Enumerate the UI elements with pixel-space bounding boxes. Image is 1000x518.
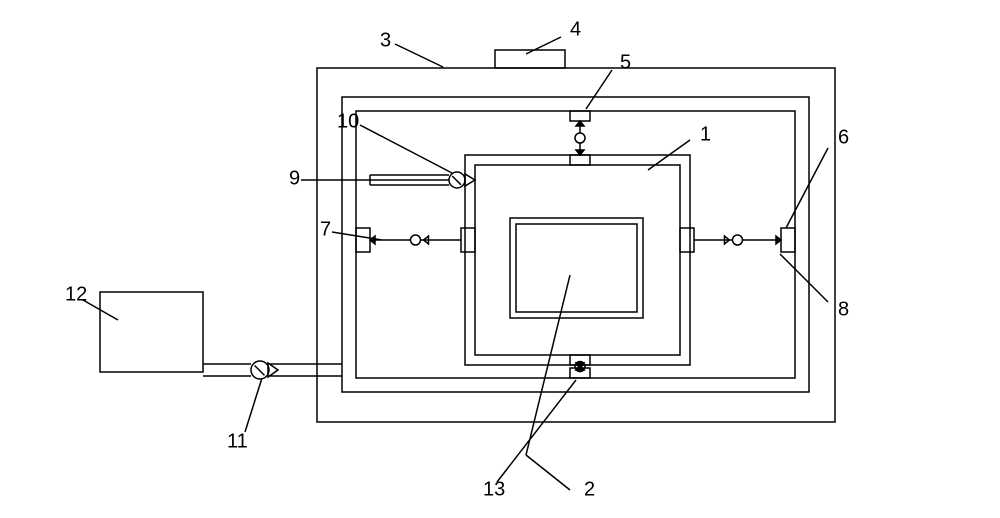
label-8: 8 [838,298,849,320]
label-1: 1 [700,123,711,145]
label-9: 9 [289,167,300,189]
label-7: 7 [320,218,331,240]
label-11: 11 [227,430,248,452]
canvas-bg [0,0,1000,518]
label-5: 5 [620,51,631,73]
label-2: 2 [584,478,595,500]
label-4: 4 [570,18,581,40]
label-3: 3 [380,29,391,51]
label-6: 6 [838,126,849,148]
label-10: 10 [337,110,359,132]
label-12: 12 [65,283,87,305]
label-13: 13 [483,478,505,500]
